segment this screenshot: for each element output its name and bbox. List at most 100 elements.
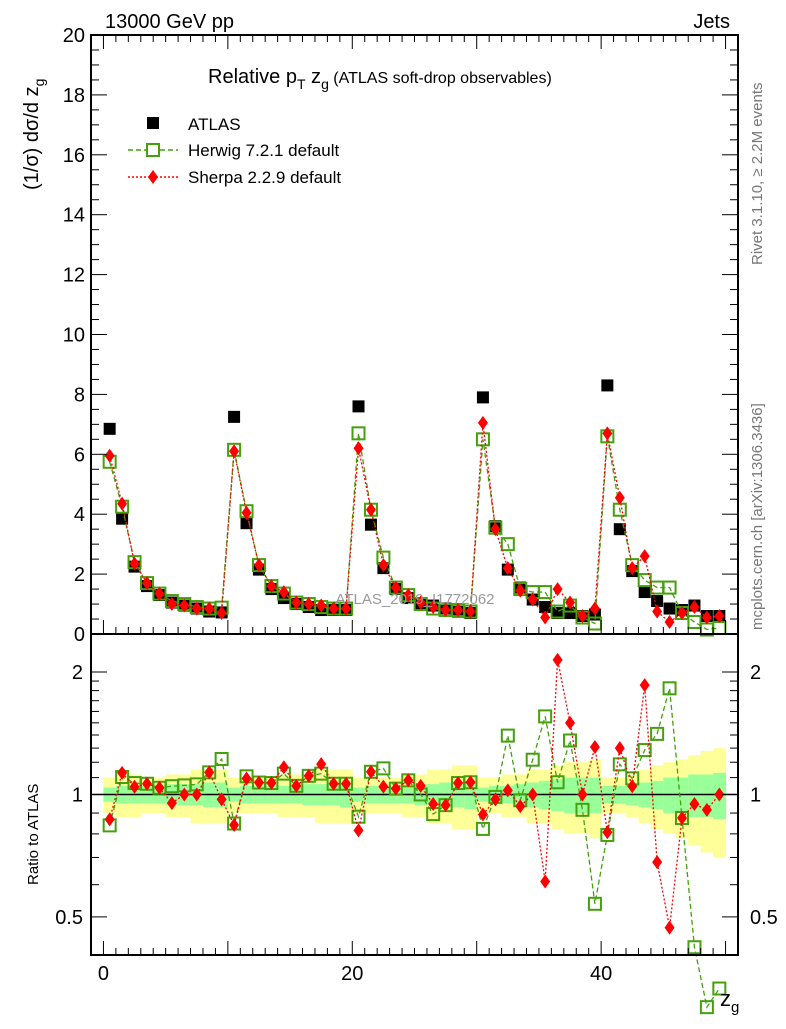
- header-left: 13000 GeV pp: [105, 11, 234, 33]
- point-atlas: [476, 391, 489, 404]
- point-atlas: [539, 601, 552, 614]
- ratio-point-sherpa: [565, 715, 576, 730]
- point-herwig: [351, 426, 366, 441]
- point-atlas: [564, 607, 577, 620]
- ratio-point-sherpa: [552, 652, 563, 667]
- point-sherpa: [664, 615, 675, 630]
- ratio-point-sherpa: [465, 775, 476, 790]
- point-sherpa: [677, 606, 688, 621]
- ratio-point-sherpa: [664, 920, 675, 935]
- ratio-point-sherpa: [353, 823, 364, 838]
- point-sherpa: [390, 580, 401, 595]
- ratio-point-sherpa: [316, 757, 327, 772]
- ratio-line-sherpa: [109, 659, 720, 928]
- ratio-point-sherpa: [677, 811, 688, 826]
- point-sherpa: [316, 598, 327, 613]
- ratio-point-sherpa: [291, 778, 302, 793]
- ratio-band-inner: [663, 777, 677, 814]
- point-sherpa: [614, 490, 625, 505]
- point-sherpa: [589, 601, 600, 616]
- point-sherpa: [565, 595, 576, 610]
- ratio-point-herwig: [637, 743, 652, 758]
- ratio-point-sherpa: [378, 779, 389, 794]
- ratio-point-herwig: [662, 681, 677, 696]
- point-atlas: [352, 400, 365, 413]
- legend-marker-sherpa: [148, 170, 158, 184]
- point-sherpa: [353, 441, 364, 456]
- ratio-point-sherpa: [229, 817, 240, 832]
- point-sherpa: [191, 601, 202, 616]
- y-tick-label: 14: [63, 205, 85, 227]
- ratio-point-sherpa: [204, 765, 215, 780]
- ratio-point-sherpa: [141, 776, 152, 791]
- ratio-point-sherpa: [191, 787, 202, 802]
- y-tick-label: 0: [74, 624, 85, 646]
- ratio-point-sherpa: [627, 779, 638, 794]
- ratio-point-herwig: [699, 1000, 714, 1015]
- ratio-point-herwig: [712, 981, 727, 996]
- point-herwig: [538, 585, 553, 600]
- ratio-point-sherpa: [714, 787, 725, 802]
- ratio-point-sherpa: [266, 776, 277, 791]
- y-tick-label: 18: [63, 85, 85, 107]
- ratio-point-sherpa: [179, 787, 190, 802]
- ratio-point-sherpa: [415, 778, 426, 793]
- point-sherpa: [278, 585, 289, 600]
- ratio-point-sherpa: [602, 825, 613, 840]
- ratio-tick-label: 2: [72, 662, 83, 684]
- point-atlas: [601, 379, 614, 392]
- point-atlas: [613, 523, 626, 536]
- ratio-tick-label-right: 2: [750, 662, 761, 684]
- point-sherpa: [378, 558, 389, 573]
- series-line-sherpa: [109, 422, 720, 623]
- legend: ATLAS Herwig 7.2.1 default Sherpa 2.2.9 …: [128, 115, 341, 187]
- ratio-point-sherpa: [104, 812, 115, 827]
- point-sherpa: [341, 601, 352, 616]
- ratio-point-sherpa: [403, 773, 414, 788]
- point-sherpa: [515, 583, 526, 598]
- point-atlas: [228, 410, 241, 423]
- ratio-point-herwig: [563, 733, 578, 748]
- ratio-point-sherpa: [614, 741, 625, 756]
- ratio-point-sherpa: [216, 792, 227, 807]
- y-tick-label: 20: [63, 25, 85, 47]
- y-tick-label: 8: [74, 384, 85, 406]
- point-sherpa: [415, 595, 426, 610]
- point-sherpa: [428, 600, 439, 615]
- point-sherpa: [129, 556, 140, 571]
- ratio-point-sherpa: [477, 807, 488, 822]
- point-sherpa: [229, 444, 240, 459]
- legend-marker-atlas: [147, 117, 159, 129]
- point-sherpa: [403, 588, 414, 603]
- point-sherpa: [465, 604, 476, 619]
- ratio-point-herwig: [351, 809, 366, 824]
- ratio-point-sherpa: [577, 787, 588, 802]
- point-sherpa: [154, 586, 165, 601]
- point-sherpa: [104, 448, 115, 463]
- x-tick-label: 40: [590, 963, 612, 985]
- ratio-tick-label: 1: [72, 784, 83, 806]
- ratio-point-sherpa: [390, 781, 401, 796]
- point-sherpa: [241, 505, 252, 520]
- ratio-point-herwig: [538, 709, 553, 724]
- ratio-point-sherpa: [117, 765, 128, 780]
- ratio-point-sherpa: [540, 874, 551, 889]
- point-sherpa: [477, 415, 488, 430]
- ratio-point-sherpa: [154, 780, 165, 795]
- point-sherpa: [639, 549, 650, 564]
- ratio-tick-label-right: 1: [750, 784, 761, 806]
- y-tick-label: 10: [63, 325, 85, 347]
- point-sherpa: [141, 576, 152, 591]
- point-sherpa: [166, 597, 177, 612]
- legend-label-herwig: Herwig 7.2.1 default: [188, 141, 339, 160]
- point-sherpa: [179, 598, 190, 613]
- ratio-point-sherpa: [129, 779, 140, 794]
- point-herwig: [687, 615, 702, 630]
- ratio-point-herwig: [650, 726, 665, 741]
- ratio-point-herwig: [525, 752, 540, 767]
- ratio-point-sherpa: [652, 855, 663, 870]
- ratio-point-sherpa: [253, 775, 264, 790]
- point-sherpa: [701, 610, 712, 625]
- ratio-point-herwig: [587, 896, 602, 911]
